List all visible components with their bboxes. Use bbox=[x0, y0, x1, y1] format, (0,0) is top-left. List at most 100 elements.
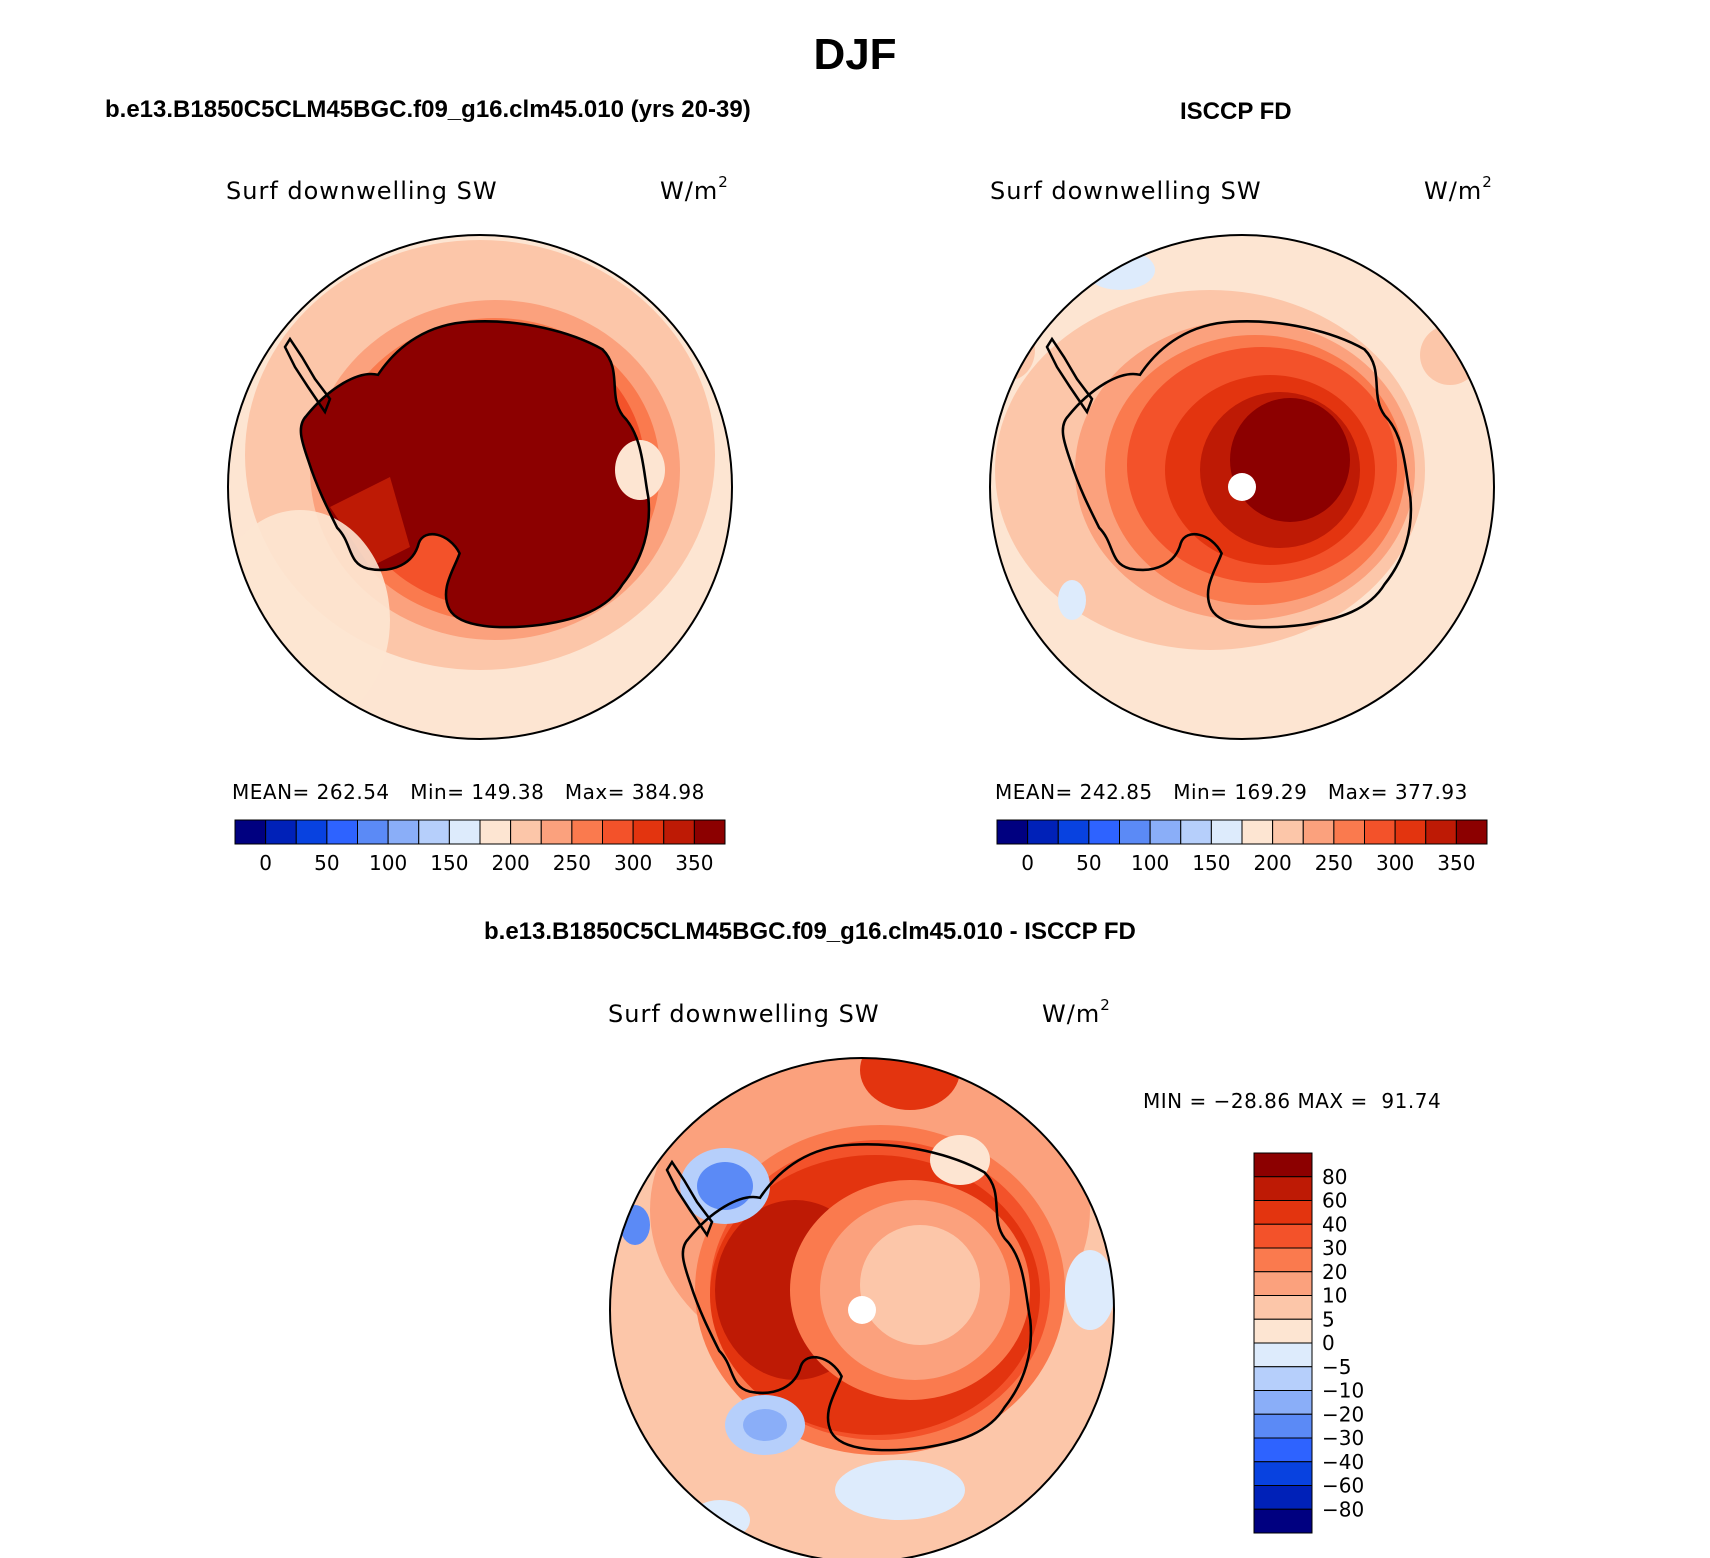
colorbar-tick-label: 150 bbox=[430, 851, 468, 875]
colorbar-swatch bbox=[1333, 819, 1365, 845]
map-model bbox=[227, 234, 733, 740]
stats-model: MEAN= 262.54 Min= 149.38 Max= 384.98 bbox=[232, 780, 705, 804]
colorbar-swatch bbox=[632, 819, 665, 845]
colorbar-tick-label: 20 bbox=[1322, 1260, 1347, 1284]
colorbar-tick-label: 150 bbox=[1192, 851, 1230, 875]
subtitle-diff: Surf downwelling SW bbox=[608, 1000, 880, 1028]
colorbar-tick-label: −40 bbox=[1322, 1450, 1364, 1474]
colorbar-swatch bbox=[234, 819, 267, 845]
colorbar-tick-label: 50 bbox=[314, 851, 339, 875]
mean-value: 242.85 bbox=[1079, 780, 1153, 804]
colorbar-tick-label: 0 bbox=[1322, 1331, 1335, 1355]
mean-label: MEAN= bbox=[232, 780, 310, 804]
colorbar-tick-label: 200 bbox=[1254, 851, 1292, 875]
colorbar-swatch bbox=[1394, 819, 1427, 845]
colorbar-swatch bbox=[693, 819, 726, 845]
units-model: W/m2 bbox=[660, 173, 729, 205]
colorbar-swatch bbox=[1253, 1200, 1313, 1225]
colorbar-swatch bbox=[1253, 1390, 1313, 1415]
colorbar-tick-label: 300 bbox=[1376, 851, 1414, 875]
colorbar-swatch bbox=[571, 819, 603, 845]
stats-diff: MIN = −28.86 MAX = 91.74 bbox=[1143, 1089, 1442, 1113]
colorbar-tick-label: 300 bbox=[614, 851, 652, 875]
colorbar-tick-label: −10 bbox=[1322, 1379, 1364, 1403]
colorbar-swatch bbox=[1180, 819, 1212, 845]
min-label: Min= bbox=[410, 780, 465, 804]
colorbar-tick-label: 100 bbox=[369, 851, 407, 875]
min-label: Min= bbox=[1173, 780, 1228, 804]
colorbar-swatch bbox=[663, 819, 695, 845]
subtitle-obs: Surf downwelling SW bbox=[990, 177, 1262, 205]
colorbar-swatch bbox=[1253, 1342, 1313, 1368]
colorbar-tick-label: −5 bbox=[1322, 1355, 1351, 1379]
colorbar-tick-label: 250 bbox=[1315, 851, 1353, 875]
units-obs: W/m2 bbox=[1424, 173, 1493, 205]
mean-value: 262.54 bbox=[316, 780, 390, 804]
max-value: 377.93 bbox=[1394, 780, 1468, 804]
colorbar-swatch bbox=[1253, 1223, 1313, 1249]
units-diff: W/m2 bbox=[1042, 996, 1111, 1028]
colorbar-obs: 0 50 100 150 200 250 300 350 bbox=[996, 819, 1488, 875]
colorbar-swatch bbox=[418, 819, 450, 845]
colorbar-swatch bbox=[295, 819, 328, 845]
colorbar-tick-label: 350 bbox=[1437, 851, 1475, 875]
colorbar-tick-label: 60 bbox=[1322, 1189, 1347, 1213]
colorbar-swatch bbox=[602, 819, 634, 845]
colorbar-swatch bbox=[1272, 819, 1304, 845]
map-diff bbox=[609, 1057, 1115, 1558]
min-value: 169.29 bbox=[1234, 780, 1308, 804]
colorbar-tick-label: 0 bbox=[1021, 851, 1034, 875]
colorbar-swatch bbox=[1253, 1247, 1313, 1273]
panel-title-obs: ISCCP FD bbox=[1180, 98, 1292, 125]
colorbar-tick-label: 80 bbox=[1322, 1165, 1347, 1189]
stats-obs: MEAN= 242.85 Min= 169.29 Max= 377.93 bbox=[995, 780, 1468, 804]
colorbar-swatch bbox=[265, 819, 297, 845]
colorbar-tick-label: 250 bbox=[553, 851, 591, 875]
colorbar-tick-label: 10 bbox=[1322, 1284, 1347, 1308]
colorbar-swatch bbox=[510, 819, 542, 845]
colorbar-swatch bbox=[1253, 1508, 1313, 1534]
colorbar-tick-label: −20 bbox=[1322, 1402, 1364, 1426]
max-value: 384.98 bbox=[631, 780, 705, 804]
max-label: Max= bbox=[1327, 780, 1388, 804]
colorbar-swatch bbox=[1302, 819, 1335, 845]
colorbar-swatch bbox=[1119, 819, 1151, 845]
colorbar-swatch bbox=[1253, 1437, 1313, 1463]
colorbar-swatch bbox=[1241, 819, 1274, 845]
colorbar-tick-label: 200 bbox=[492, 851, 530, 875]
colorbar-swatch bbox=[448, 819, 481, 845]
colorbar-swatch bbox=[1364, 819, 1396, 845]
colorbar-model: 0 50 100 150 200 250 300 350 bbox=[234, 819, 726, 875]
colorbar-swatch bbox=[1253, 1485, 1313, 1510]
colorbar-swatch bbox=[1253, 1366, 1313, 1391]
colorbar-tick-label: 30 bbox=[1322, 1236, 1347, 1260]
colorbar-swatch bbox=[1253, 1318, 1313, 1344]
colorbar-tick-label: 5 bbox=[1322, 1307, 1335, 1331]
colorbar-swatch bbox=[1253, 1413, 1313, 1439]
colorbar-tick-label: −60 bbox=[1322, 1474, 1364, 1498]
colorbar-tick-label: −30 bbox=[1322, 1426, 1364, 1450]
colorbar-swatch bbox=[326, 819, 358, 845]
colorbar-swatch bbox=[1210, 819, 1243, 845]
colorbar-swatch bbox=[1057, 819, 1090, 845]
colorbar-swatch bbox=[1149, 819, 1182, 845]
colorbar-swatch bbox=[1088, 819, 1120, 845]
subtitle-model: Surf downwelling SW bbox=[226, 177, 498, 205]
colorbar-swatch bbox=[1253, 1152, 1313, 1178]
colorbar-tick-label: 40 bbox=[1322, 1212, 1347, 1236]
colorbar-tick-label: −80 bbox=[1322, 1497, 1364, 1521]
panel-title-diff: b.e13.B1850C5CLM45BGC.f09_g16.clm45.010 … bbox=[484, 918, 1136, 945]
colorbar-swatch bbox=[1253, 1295, 1313, 1320]
colorbar-swatch bbox=[996, 819, 1029, 845]
colorbar-tick-label: 350 bbox=[675, 851, 713, 875]
max-label: Max= bbox=[564, 780, 625, 804]
colorbar-swatch bbox=[1253, 1176, 1313, 1201]
colorbar-swatch bbox=[1253, 1461, 1313, 1486]
colorbar-tick-label: 50 bbox=[1076, 851, 1101, 875]
colorbar-swatch bbox=[1425, 819, 1457, 845]
colorbar-swatch bbox=[1027, 819, 1059, 845]
mean-label: MEAN= bbox=[995, 780, 1073, 804]
colorbar-swatch bbox=[357, 819, 389, 845]
